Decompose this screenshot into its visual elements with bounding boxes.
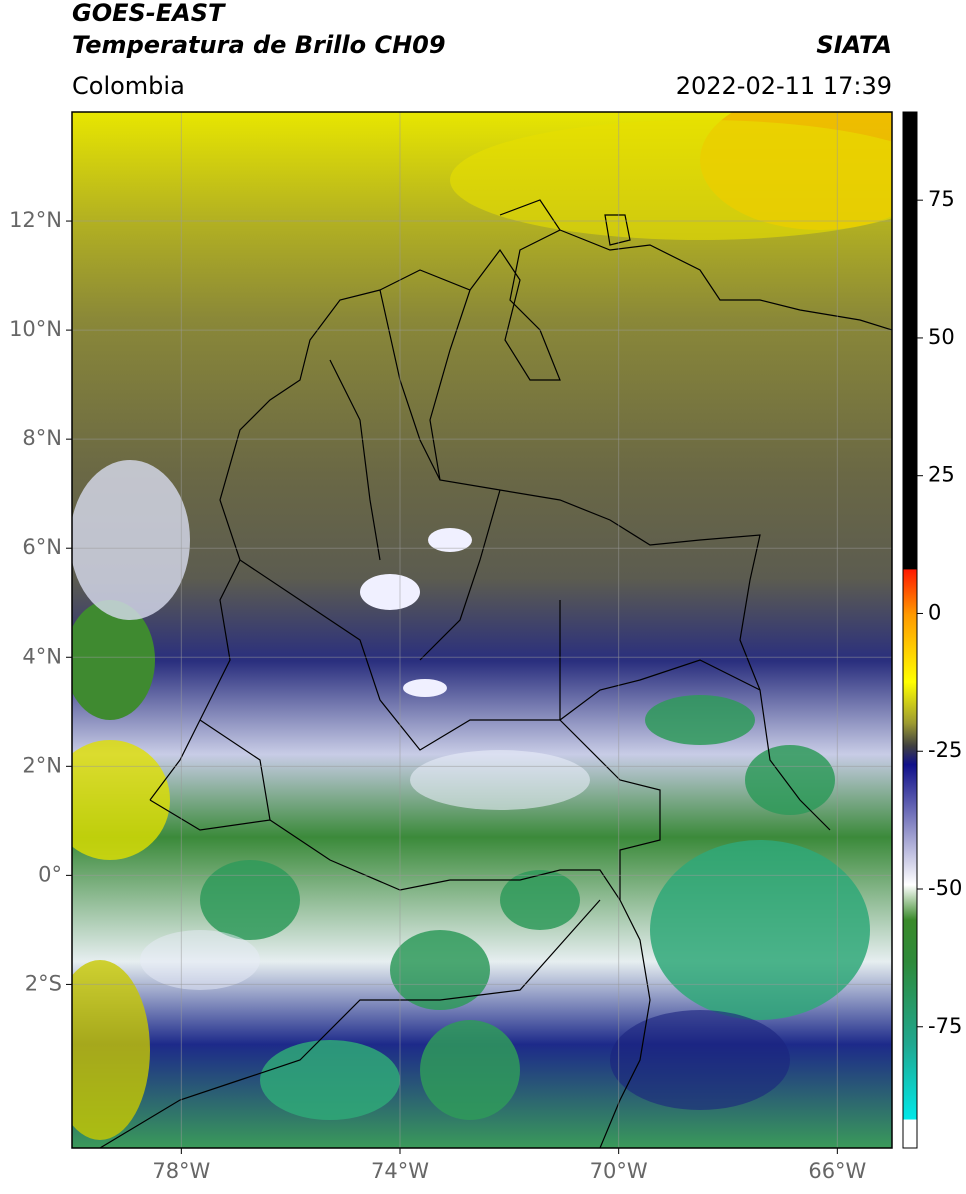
datetime: 2022-02-11 17:39: [676, 72, 892, 100]
colorbar-tick-label: -75: [928, 1014, 962, 1038]
title: GOES-EAST: [72, 0, 226, 27]
colorbar-tick-label: 0: [928, 600, 941, 624]
y-tick-label: 0°: [38, 862, 62, 886]
colorbar-tick-label: 50: [928, 325, 955, 349]
x-tick-label: 66°W: [808, 1159, 866, 1183]
y-tick-label: 2°S: [25, 971, 62, 995]
x-tick-label: 74°W: [371, 1159, 429, 1183]
map-frame: [71, 111, 893, 1149]
colorbar-tick-label: 75: [928, 187, 955, 211]
region: Colombia: [72, 72, 185, 100]
y-tick-label: 12°N: [9, 208, 62, 232]
y-tick-label: 10°N: [9, 317, 62, 341]
source: SIATA: [816, 31, 892, 59]
colorbar-tick-label: -50: [928, 876, 962, 900]
colorbar-tick-label: 25: [928, 463, 955, 487]
colorbar-tick-label: -25: [928, 738, 962, 762]
y-tick-label: 8°N: [22, 426, 62, 450]
satellite-image: [72, 112, 892, 1148]
x-tick-label: 70°W: [590, 1159, 648, 1183]
colorbar: [902, 111, 918, 1149]
y-tick-label: 4°N: [22, 644, 62, 668]
x-tick-label: 78°W: [152, 1159, 210, 1183]
subtitle: Temperatura de Brillo CH09: [72, 31, 446, 59]
y-tick-label: 6°N: [22, 535, 62, 559]
y-tick-label: 2°N: [22, 753, 62, 777]
